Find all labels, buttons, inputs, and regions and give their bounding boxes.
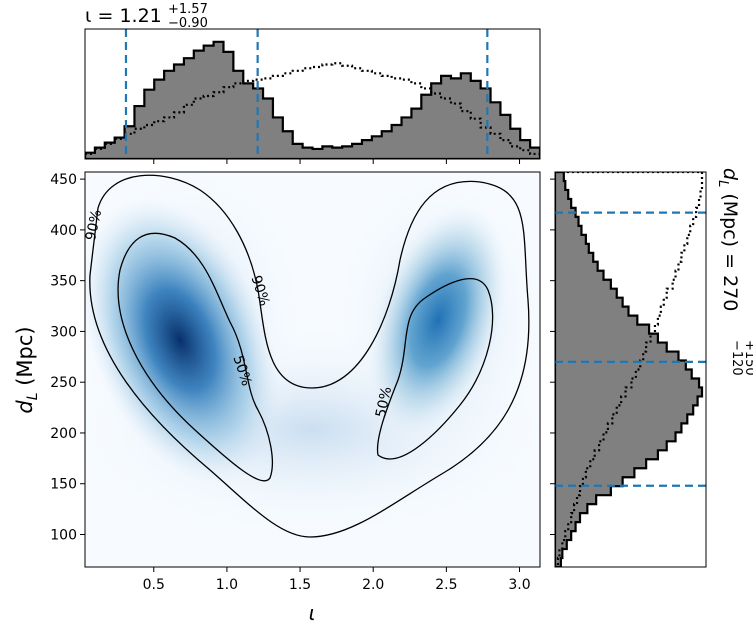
marginal-y-posterior-hist <box>555 172 704 567</box>
x-tick-label-1: 1.0 <box>216 577 238 593</box>
contour-50-left <box>117 232 273 482</box>
contour-label-90-left: 90% <box>83 208 105 242</box>
y-tick-label-4: 300 <box>50 324 77 340</box>
marginal-x-title-minus: −0.90 <box>168 16 208 31</box>
y-tick-label-1: 150 <box>50 477 77 493</box>
y-tick-label-7: 450 <box>50 172 77 188</box>
marginal-x-quantile-lines <box>124 29 489 159</box>
x-axis-label: ι <box>309 601 316 625</box>
y-axis-label: dL (Mpc) <box>13 326 41 413</box>
x-tick-label-0: 0.5 <box>143 577 165 593</box>
x-tick-label-2: 1.5 <box>289 577 311 593</box>
marginal-x-title: ι = 1.21 <box>85 5 162 27</box>
marginal-x-title-plus: +1.57 <box>168 2 208 17</box>
marginal-y-title-minus: −120 <box>729 340 744 376</box>
joint-panel: 90% 90% 50% 50% 0.5 1.0 1.5 2.0 2.5 3.0 10015… <box>13 159 541 625</box>
marginal-y-title: dL (Mpc) = 270 <box>715 168 741 311</box>
marginal-y-frame <box>554 171 707 568</box>
marginal-x-posterior-hist <box>85 40 540 159</box>
y-tick-label-5: 350 <box>50 274 77 290</box>
density-peak-right <box>368 204 508 436</box>
y-tick-label-0: 100 <box>50 528 77 544</box>
x-tick-label-4: 2.5 <box>435 577 457 593</box>
contour-50-right <box>376 278 494 460</box>
contour-label-50-right: 50% <box>373 385 395 419</box>
marginal-y-panel: dL (Mpc) = 270 +150 −120 <box>550 168 753 568</box>
density-peak-left <box>85 197 280 483</box>
marginal-y-title-plus: +150 <box>742 340 753 376</box>
joint-y-ticks: 100 150 200 250 300 350 400 450 <box>50 172 85 544</box>
y-tick-label-3: 250 <box>50 375 77 391</box>
joint-frame <box>84 171 541 568</box>
x-tick-label-3: 2.0 <box>362 577 384 593</box>
marginal-x-prior-hist <box>85 62 540 159</box>
y-tick-label-2: 200 <box>50 426 77 442</box>
contour-90-outer <box>89 174 530 538</box>
x-tick-label-5: 3.0 <box>508 577 530 593</box>
joint-x-ticks: 0.5 1.0 1.5 2.0 2.5 3.0 <box>143 159 531 593</box>
y-tick-label-6: 400 <box>50 223 77 239</box>
marginal-x-frame <box>84 28 541 160</box>
marginal-x-panel: ι = 1.21 +1.57 −0.90 <box>84 2 541 160</box>
marginal-y-ticks <box>550 178 555 536</box>
